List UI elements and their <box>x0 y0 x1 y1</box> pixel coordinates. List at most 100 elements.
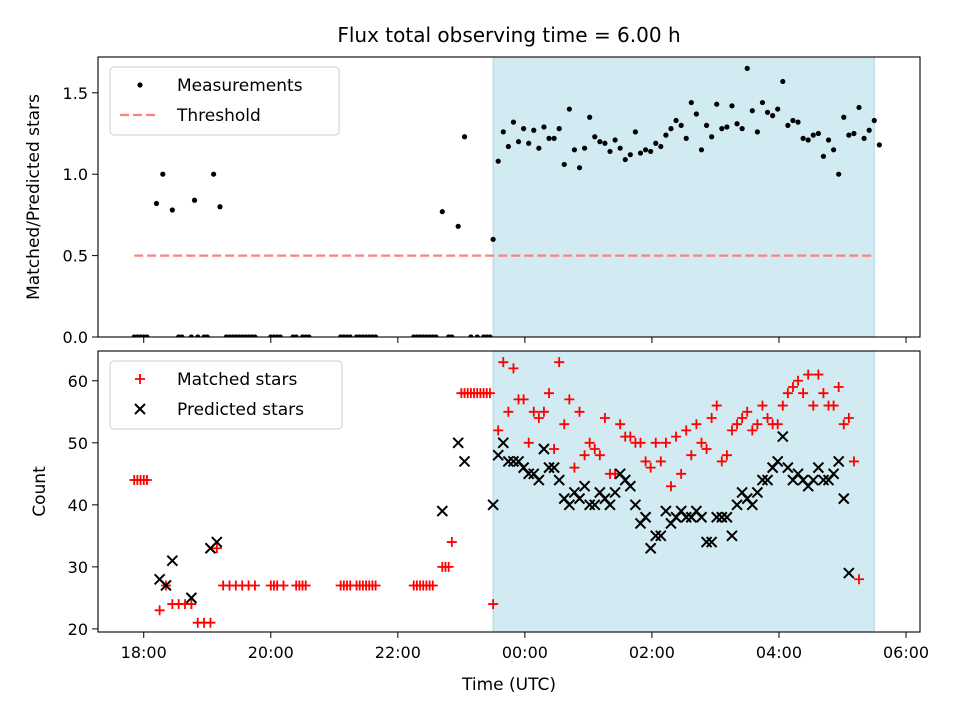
matched-star-point <box>660 437 671 448</box>
predicted-star-point <box>731 499 743 511</box>
y-tick-label: 40 <box>68 496 88 515</box>
measurement-point <box>490 236 496 242</box>
matched-star-point <box>569 462 580 473</box>
predicted-star-point <box>507 455 520 468</box>
measurement-point <box>211 171 217 177</box>
measurement-point <box>744 65 750 71</box>
measurement-point <box>775 106 781 112</box>
matched-star-point <box>777 400 788 411</box>
matched-star-point <box>141 475 152 486</box>
matched-star-point <box>828 400 839 411</box>
measurement-point <box>602 140 608 146</box>
x-tick-label: 00:00 <box>502 643 548 662</box>
measurement-point <box>871 117 877 124</box>
panel-ratio: 0.0 0.5 1.0 1.5 Matched/Predicted stars Measu… <box>24 56 921 347</box>
predicted-star-point <box>624 480 637 492</box>
plot-area <box>129 357 865 628</box>
measurement-point <box>373 334 379 337</box>
measurement-point <box>800 135 806 141</box>
predicted-star-point <box>660 505 672 517</box>
matched-star-point <box>615 419 626 430</box>
measurement-point <box>487 334 493 337</box>
matched-star-point <box>610 468 621 479</box>
predicted-star-point <box>629 499 642 511</box>
axes-frame <box>97 350 921 633</box>
predicted-star-point <box>751 486 764 499</box>
predicted-star-point <box>492 449 504 461</box>
predicted-star-point <box>832 455 845 468</box>
measurement-point <box>576 165 583 171</box>
predicted-star-point <box>573 492 586 505</box>
matched-star-point <box>818 388 829 399</box>
measurement-point <box>541 124 547 130</box>
predicted-star-point <box>533 474 545 486</box>
measurement-point <box>160 171 166 177</box>
matched-star-point <box>564 394 575 405</box>
matched-star-point <box>640 456 651 467</box>
measurement-point <box>820 153 827 159</box>
measurement-point <box>622 156 628 163</box>
predicted-star-point <box>746 499 759 511</box>
predicted-star-point <box>458 455 471 468</box>
matched-star-point <box>574 406 585 417</box>
measurement-point <box>515 139 522 145</box>
measurement-point <box>306 334 312 337</box>
matched-star-point <box>665 481 676 492</box>
measurement-point <box>729 103 735 109</box>
measurement-point <box>825 137 832 143</box>
predicted-star-point <box>812 461 825 474</box>
measurement-point <box>642 147 649 153</box>
predicted-star-point <box>817 474 830 486</box>
matched-star-point <box>503 406 514 417</box>
measurement-point <box>632 129 639 135</box>
matched-star-point <box>370 580 381 591</box>
matched-star-point <box>599 412 610 423</box>
y-axis-label: Count <box>30 466 50 517</box>
predicted-star-point <box>502 455 515 468</box>
measurement-point <box>663 132 669 138</box>
plot-area <box>131 65 882 337</box>
predicted-star-point <box>711 511 723 523</box>
matched-star-point <box>813 369 824 380</box>
measurement-point <box>785 122 791 128</box>
matched-star-point <box>154 605 165 616</box>
matched-star-point <box>559 419 570 430</box>
measurement-point <box>277 334 283 337</box>
matched-star-point <box>843 412 854 423</box>
y-tick-label: 60 <box>68 372 88 391</box>
matched-star-point <box>498 357 509 368</box>
matched-star-point <box>793 375 804 386</box>
measurement-point <box>217 204 223 210</box>
measurement-point <box>693 111 699 117</box>
measurement-point <box>566 106 572 112</box>
predicted-star-point <box>827 468 840 480</box>
matched-star-point <box>584 437 595 448</box>
measurement-point <box>668 126 674 132</box>
matched-star-point <box>446 537 457 548</box>
matched-star-point <box>762 412 773 423</box>
measurement-point <box>805 137 811 143</box>
legend-label: Measurements <box>177 76 303 96</box>
predicted-star-point <box>589 499 601 511</box>
predicted-star-point <box>578 480 591 492</box>
matched-star-point <box>484 388 495 399</box>
x-tick-label: 20:00 <box>248 643 294 662</box>
matched-star-point <box>205 617 216 628</box>
matched-star-point <box>706 412 717 423</box>
chart-title: Flux total observing time = 6.00 h <box>337 23 680 47</box>
matched-star-point <box>772 419 783 430</box>
measurement-point <box>455 223 461 229</box>
measurement-point <box>831 147 837 153</box>
measurement-point <box>252 334 258 337</box>
measurement-point <box>846 132 852 138</box>
measurement-point <box>754 129 760 135</box>
predicted-star-point <box>680 511 692 523</box>
measurement-point <box>607 148 613 155</box>
matched-star-point <box>488 599 499 610</box>
matched-star-point <box>518 394 529 405</box>
matched-star-point <box>589 444 600 455</box>
predicted-star-point <box>639 511 652 523</box>
measurement-point <box>153 200 160 207</box>
matched-star-point <box>443 561 454 572</box>
predicted-star-point <box>553 474 565 486</box>
